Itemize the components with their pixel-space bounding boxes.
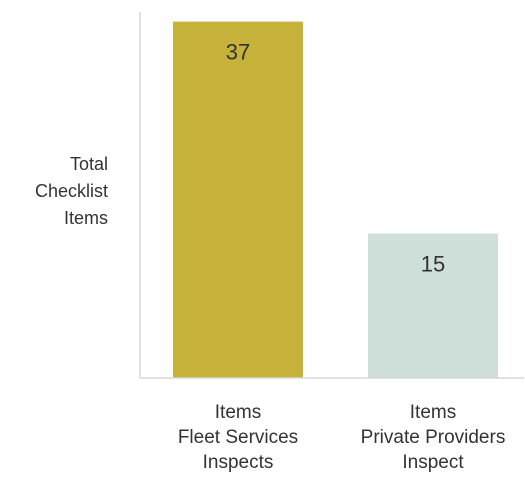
category-label-line: Fleet Services	[178, 427, 298, 448]
axes	[139, 12, 524, 379]
data-label-1: 37	[226, 40, 250, 65]
category-label-line: Items	[410, 402, 456, 423]
category-label-line: Inspect	[402, 452, 464, 473]
category-labels: Items Fleet Services Inspects Items Private …	[178, 402, 506, 473]
y-axis-title-line: Total	[70, 154, 108, 174]
category-label-2: Items Private Providers Inspect	[361, 402, 506, 473]
category-label-line: Inspects	[203, 452, 274, 473]
y-axis-label: Total Checklist Items	[35, 154, 108, 228]
bar-2	[368, 233, 498, 378]
category-label-line: Items	[215, 402, 261, 423]
category-label-1: Items Fleet Services Inspects	[178, 402, 298, 473]
y-axis-title-line: Checklist	[35, 181, 108, 201]
data-labels: 37 15	[226, 40, 445, 277]
bars	[173, 21, 498, 378]
y-axis-title-line: Items	[64, 208, 108, 228]
category-label-line: Private Providers	[361, 427, 506, 448]
data-label-2: 15	[421, 252, 445, 277]
bar-1	[173, 21, 303, 378]
y-axis-title: Total Checklist Items	[35, 154, 108, 228]
